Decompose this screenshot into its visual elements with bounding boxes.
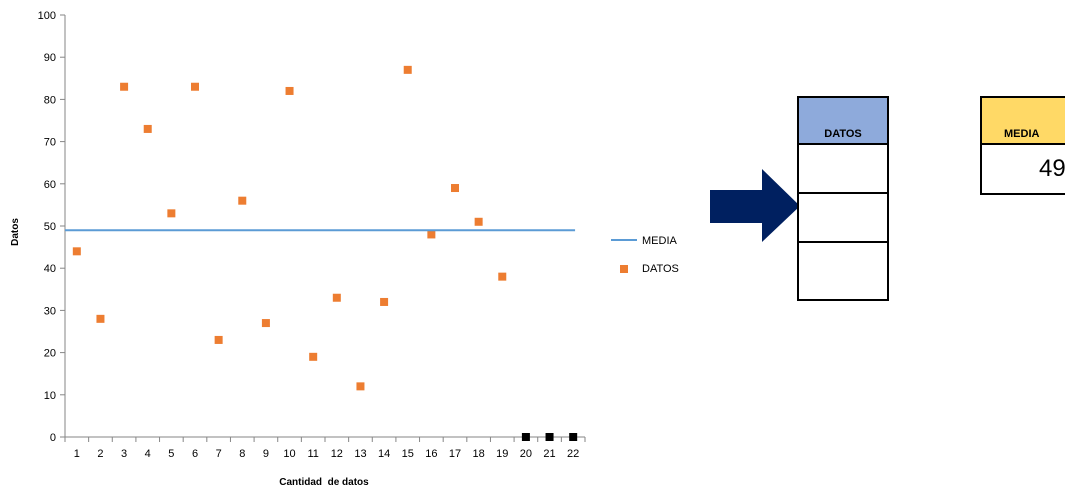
y-tick-label: 0 — [50, 432, 56, 444]
data-point — [427, 230, 436, 239]
datos-cell-3[interactable] — [797, 241, 889, 301]
data-point — [474, 217, 483, 226]
x-tick-label: 15 — [402, 448, 414, 460]
series-layer — [65, 65, 578, 441]
datos-header: DATOS — [797, 96, 889, 145]
x-axis: 1 2 3 4 5 6 7 8 9 10 11 12 13 14 15 16 17 18 19 20 21 22 — [64, 436, 586, 460]
data-point — [143, 124, 152, 133]
y-tick-label: 90 — [44, 52, 56, 64]
x-tick-label: 8 — [239, 448, 245, 460]
x-tick-label: 2 — [97, 448, 103, 460]
data-point-zero — [545, 433, 554, 441]
y-tick-label: 50 — [44, 221, 56, 233]
data-point — [120, 82, 129, 91]
y-tick-label: 60 — [44, 179, 56, 191]
x-tick-label: 10 — [283, 448, 295, 460]
y-tick-label: 20 — [44, 348, 56, 360]
y-tick-label: 100 — [38, 10, 56, 22]
x-tick-label: 21 — [543, 448, 555, 460]
right-arrow-icon — [710, 169, 800, 242]
datos-cell-2[interactable] — [797, 192, 889, 243]
x-tick-label: 4 — [145, 448, 151, 460]
x-tick-label: 11 — [307, 448, 318, 460]
x-tick-label: 14 — [378, 448, 390, 460]
x-tick-label: 22 — [567, 448, 579, 460]
x-tick-label: 7 — [216, 448, 222, 460]
x-tick-label: 18 — [473, 448, 485, 460]
data-point — [191, 82, 199, 91]
data-point-zero — [521, 433, 530, 441]
y-tick-label: 30 — [44, 305, 56, 317]
data-point — [309, 352, 318, 361]
datos-table: DATOS — [797, 96, 889, 301]
legend-media-label: MEDIA — [642, 235, 678, 247]
data-point — [96, 314, 105, 323]
datos-cell-1[interactable] — [797, 143, 889, 194]
y-tick-label: 40 — [44, 263, 56, 275]
data-point — [380, 297, 389, 306]
x-tick-label: 12 — [331, 448, 343, 460]
data-point — [167, 209, 176, 218]
x-tick-label: 5 — [168, 448, 174, 460]
data-point — [451, 184, 459, 193]
data-point — [238, 196, 247, 205]
data-point — [356, 382, 365, 391]
x-axis-title: Cantidad de datos — [279, 477, 369, 488]
data-point — [403, 65, 412, 74]
x-tick-label: 16 — [425, 448, 437, 460]
data-point — [498, 272, 507, 281]
x-tick-label: 3 — [121, 448, 127, 460]
data-point-zero — [569, 433, 578, 441]
media-box: MEDIA 49 — [980, 96, 1065, 195]
data-point — [261, 319, 270, 328]
y-tick-label: 80 — [44, 94, 56, 106]
y-axis: 0 10 20 30 40 50 60 70 80 90 100 — [38, 10, 66, 444]
legend-datos-label: DATOS — [642, 263, 679, 275]
x-tick-label: 19 — [496, 448, 508, 460]
y-tick-label: 70 — [44, 137, 56, 149]
data-point — [332, 293, 341, 302]
media-header: MEDIA — [980, 96, 1065, 145]
x-tick-label: 9 — [263, 448, 269, 460]
legend: MEDIA DATOS — [611, 235, 679, 275]
y-tick-label: 10 — [44, 390, 56, 402]
data-point — [72, 247, 81, 256]
x-tick-label: 13 — [354, 448, 366, 460]
media-value[interactable]: 49 — [980, 143, 1065, 195]
x-tick-label: 20 — [520, 448, 532, 460]
x-tick-label: 1 — [74, 448, 80, 460]
x-tick-label: 17 — [449, 448, 461, 460]
x-tick-label: 6 — [192, 448, 198, 460]
legend-datos-marker — [620, 265, 628, 273]
data-point — [285, 86, 294, 95]
y-axis-title: Datos — [10, 218, 21, 246]
data-point — [214, 335, 223, 344]
